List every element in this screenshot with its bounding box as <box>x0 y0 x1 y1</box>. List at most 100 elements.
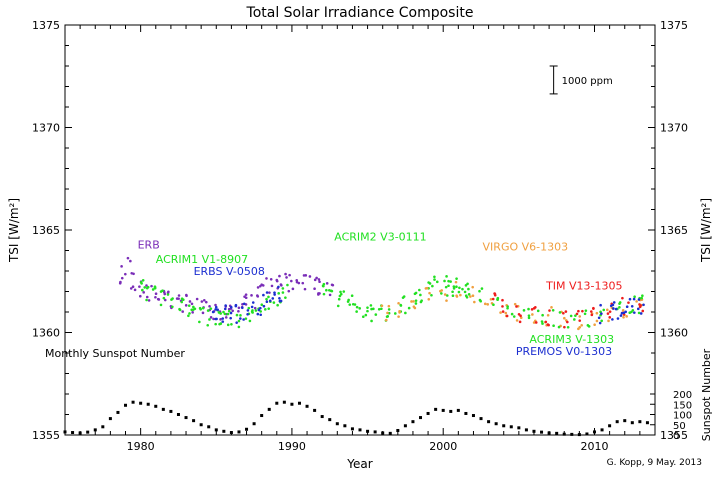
tsi-point <box>506 306 509 310</box>
tsi-point <box>322 292 326 296</box>
sunspot-point <box>411 420 415 424</box>
tsi-point <box>279 299 283 303</box>
tsi-point <box>166 293 170 296</box>
tsi-point <box>445 275 448 278</box>
tsi-point <box>496 297 499 301</box>
tsi-point <box>246 309 250 312</box>
tsi-point <box>454 280 458 284</box>
tsi-point <box>242 302 246 306</box>
tsi-point <box>214 303 217 307</box>
tsi-point <box>635 300 638 303</box>
tsi-point <box>235 313 239 317</box>
sunspot-point <box>592 430 596 434</box>
tsi-point <box>573 318 576 321</box>
tsi-point <box>325 282 329 285</box>
tsi-point <box>483 302 487 306</box>
tsi-point <box>550 306 553 309</box>
tsi-point <box>608 316 612 319</box>
tsi-point <box>322 284 325 288</box>
tsi-point <box>612 301 616 304</box>
sunspot-point <box>419 416 423 420</box>
chart-title: Total Solar Irradiance Composite <box>246 5 474 21</box>
tsi-point <box>583 312 587 316</box>
tsi-point <box>428 291 431 295</box>
tsi-point <box>224 316 228 319</box>
tsi-point <box>612 307 615 310</box>
sunspot-point <box>577 433 581 437</box>
y-tick-label: 1360 <box>660 327 688 340</box>
sunspot-point <box>434 407 438 411</box>
sunspot-point <box>396 428 400 432</box>
tsi-point <box>407 306 411 310</box>
tsi-point <box>600 319 603 323</box>
tsi-point <box>491 297 495 301</box>
tsi-point <box>374 313 378 316</box>
tsi-point <box>584 309 588 312</box>
tsi-point <box>185 294 188 298</box>
tsi-point <box>402 295 406 298</box>
tsi-point <box>241 306 244 310</box>
tsi-point <box>267 307 271 310</box>
tsi-point <box>209 307 213 310</box>
tsi-point <box>387 304 391 308</box>
tsi-point <box>399 304 403 307</box>
tsi-point <box>119 280 122 284</box>
tsi-point <box>226 312 230 316</box>
tsi-point <box>534 321 538 324</box>
tsi-point <box>386 315 390 318</box>
tsi-point <box>527 316 531 320</box>
tsi-point <box>221 320 225 323</box>
tsi-point <box>171 297 174 300</box>
sunspot-point <box>124 403 128 407</box>
tsi-point <box>187 314 190 318</box>
tsi-point <box>620 311 624 315</box>
tsi-point <box>534 305 537 309</box>
tsi-point <box>276 303 279 307</box>
tsi-point <box>229 316 232 320</box>
tsi-point <box>342 290 346 293</box>
sunspot-point <box>517 426 521 430</box>
tsi-point <box>595 311 599 315</box>
tsi-point <box>277 285 280 289</box>
sunspot-point <box>320 415 324 419</box>
sunspot-point <box>502 424 506 428</box>
tsi-point <box>237 319 241 323</box>
tsi-point <box>607 319 610 323</box>
tsi-point <box>393 312 397 315</box>
x-axis: 1980 1990 2000 2010 <box>79 25 641 453</box>
tsi-point <box>237 309 240 313</box>
tsi-point <box>273 291 276 294</box>
tsi-point <box>250 305 254 309</box>
tsi-point <box>133 288 137 292</box>
series-label: ACRIM2 V3-0111 <box>334 230 426 243</box>
tsi-point <box>216 308 219 312</box>
tsi-point <box>355 310 358 313</box>
tsi-point <box>412 305 416 308</box>
tsi-point <box>606 308 609 312</box>
sunspot-point <box>63 430 67 434</box>
tsi-point <box>214 322 217 326</box>
tsi-point <box>288 273 291 277</box>
tsi-point <box>201 306 205 310</box>
tsi-point <box>256 312 260 316</box>
sunspot-point <box>343 424 347 428</box>
tsi-point <box>198 306 202 310</box>
tsi-point <box>412 300 415 303</box>
tsi-point <box>231 309 234 313</box>
sunspot-point <box>297 401 301 405</box>
tsi-point <box>452 285 456 288</box>
tsi-point <box>425 286 429 290</box>
tsi-point <box>598 321 602 325</box>
tsi-point <box>597 316 601 320</box>
scale-bar: 1000 ppm <box>549 65 613 95</box>
tsi-point <box>358 307 361 310</box>
tsi-point <box>563 325 566 329</box>
tsi-point <box>120 265 123 268</box>
tsi-point <box>419 300 423 304</box>
tsi-point <box>377 307 381 311</box>
sunspot-point <box>540 430 544 434</box>
sunspot-axis-label: Sunspot Number <box>700 348 713 441</box>
tsi-point <box>467 293 471 296</box>
tsi-point <box>486 303 490 306</box>
y-tick-label: 1355 <box>32 429 60 442</box>
